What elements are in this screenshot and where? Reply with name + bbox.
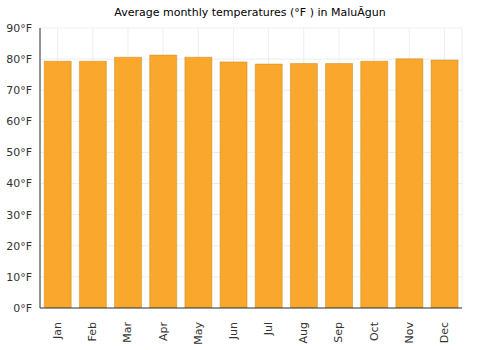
html-text:Average monthly temperatures (: Average monthly temperatures (°F ) in Ma… — [114, 6, 386, 19]
svg-text:90°F: 90°F — [8, 22, 32, 35]
svg-text:Nov: Nov — [403, 322, 416, 344]
svg-text:Dec: Dec — [438, 322, 451, 343]
svg-text:60°F: 60°F — [8, 115, 32, 128]
svg-text:Jul: Jul — [262, 322, 275, 336]
svg-text:50°F: 50°F — [8, 146, 32, 159]
svg-text:70°F: 70°F — [8, 84, 32, 97]
svg-text:Oct: Oct — [368, 321, 381, 341]
svg-text:Sep: Sep — [332, 322, 345, 343]
svg-text:10°F: 10°F — [8, 271, 32, 284]
svg-text:0°F: 0°F — [13, 302, 32, 315]
svg-text:Apr: Apr — [157, 322, 170, 342]
svg-text:40°F: 40°F — [8, 177, 32, 190]
svg-text:30°F: 30°F — [8, 209, 32, 222]
svg-text:May: May — [192, 322, 205, 345]
svg-text:Feb: Feb — [86, 322, 99, 341]
svg-text:Aug: Aug — [297, 322, 310, 343]
svg-text:Jan: Jan — [51, 322, 64, 340]
svg-text:Mar: Mar — [121, 322, 134, 343]
svg-text:Jun: Jun — [227, 322, 240, 340]
svg-text:80°F: 80°F — [8, 53, 32, 66]
svg-text:20°F: 20°F — [8, 240, 32, 253]
